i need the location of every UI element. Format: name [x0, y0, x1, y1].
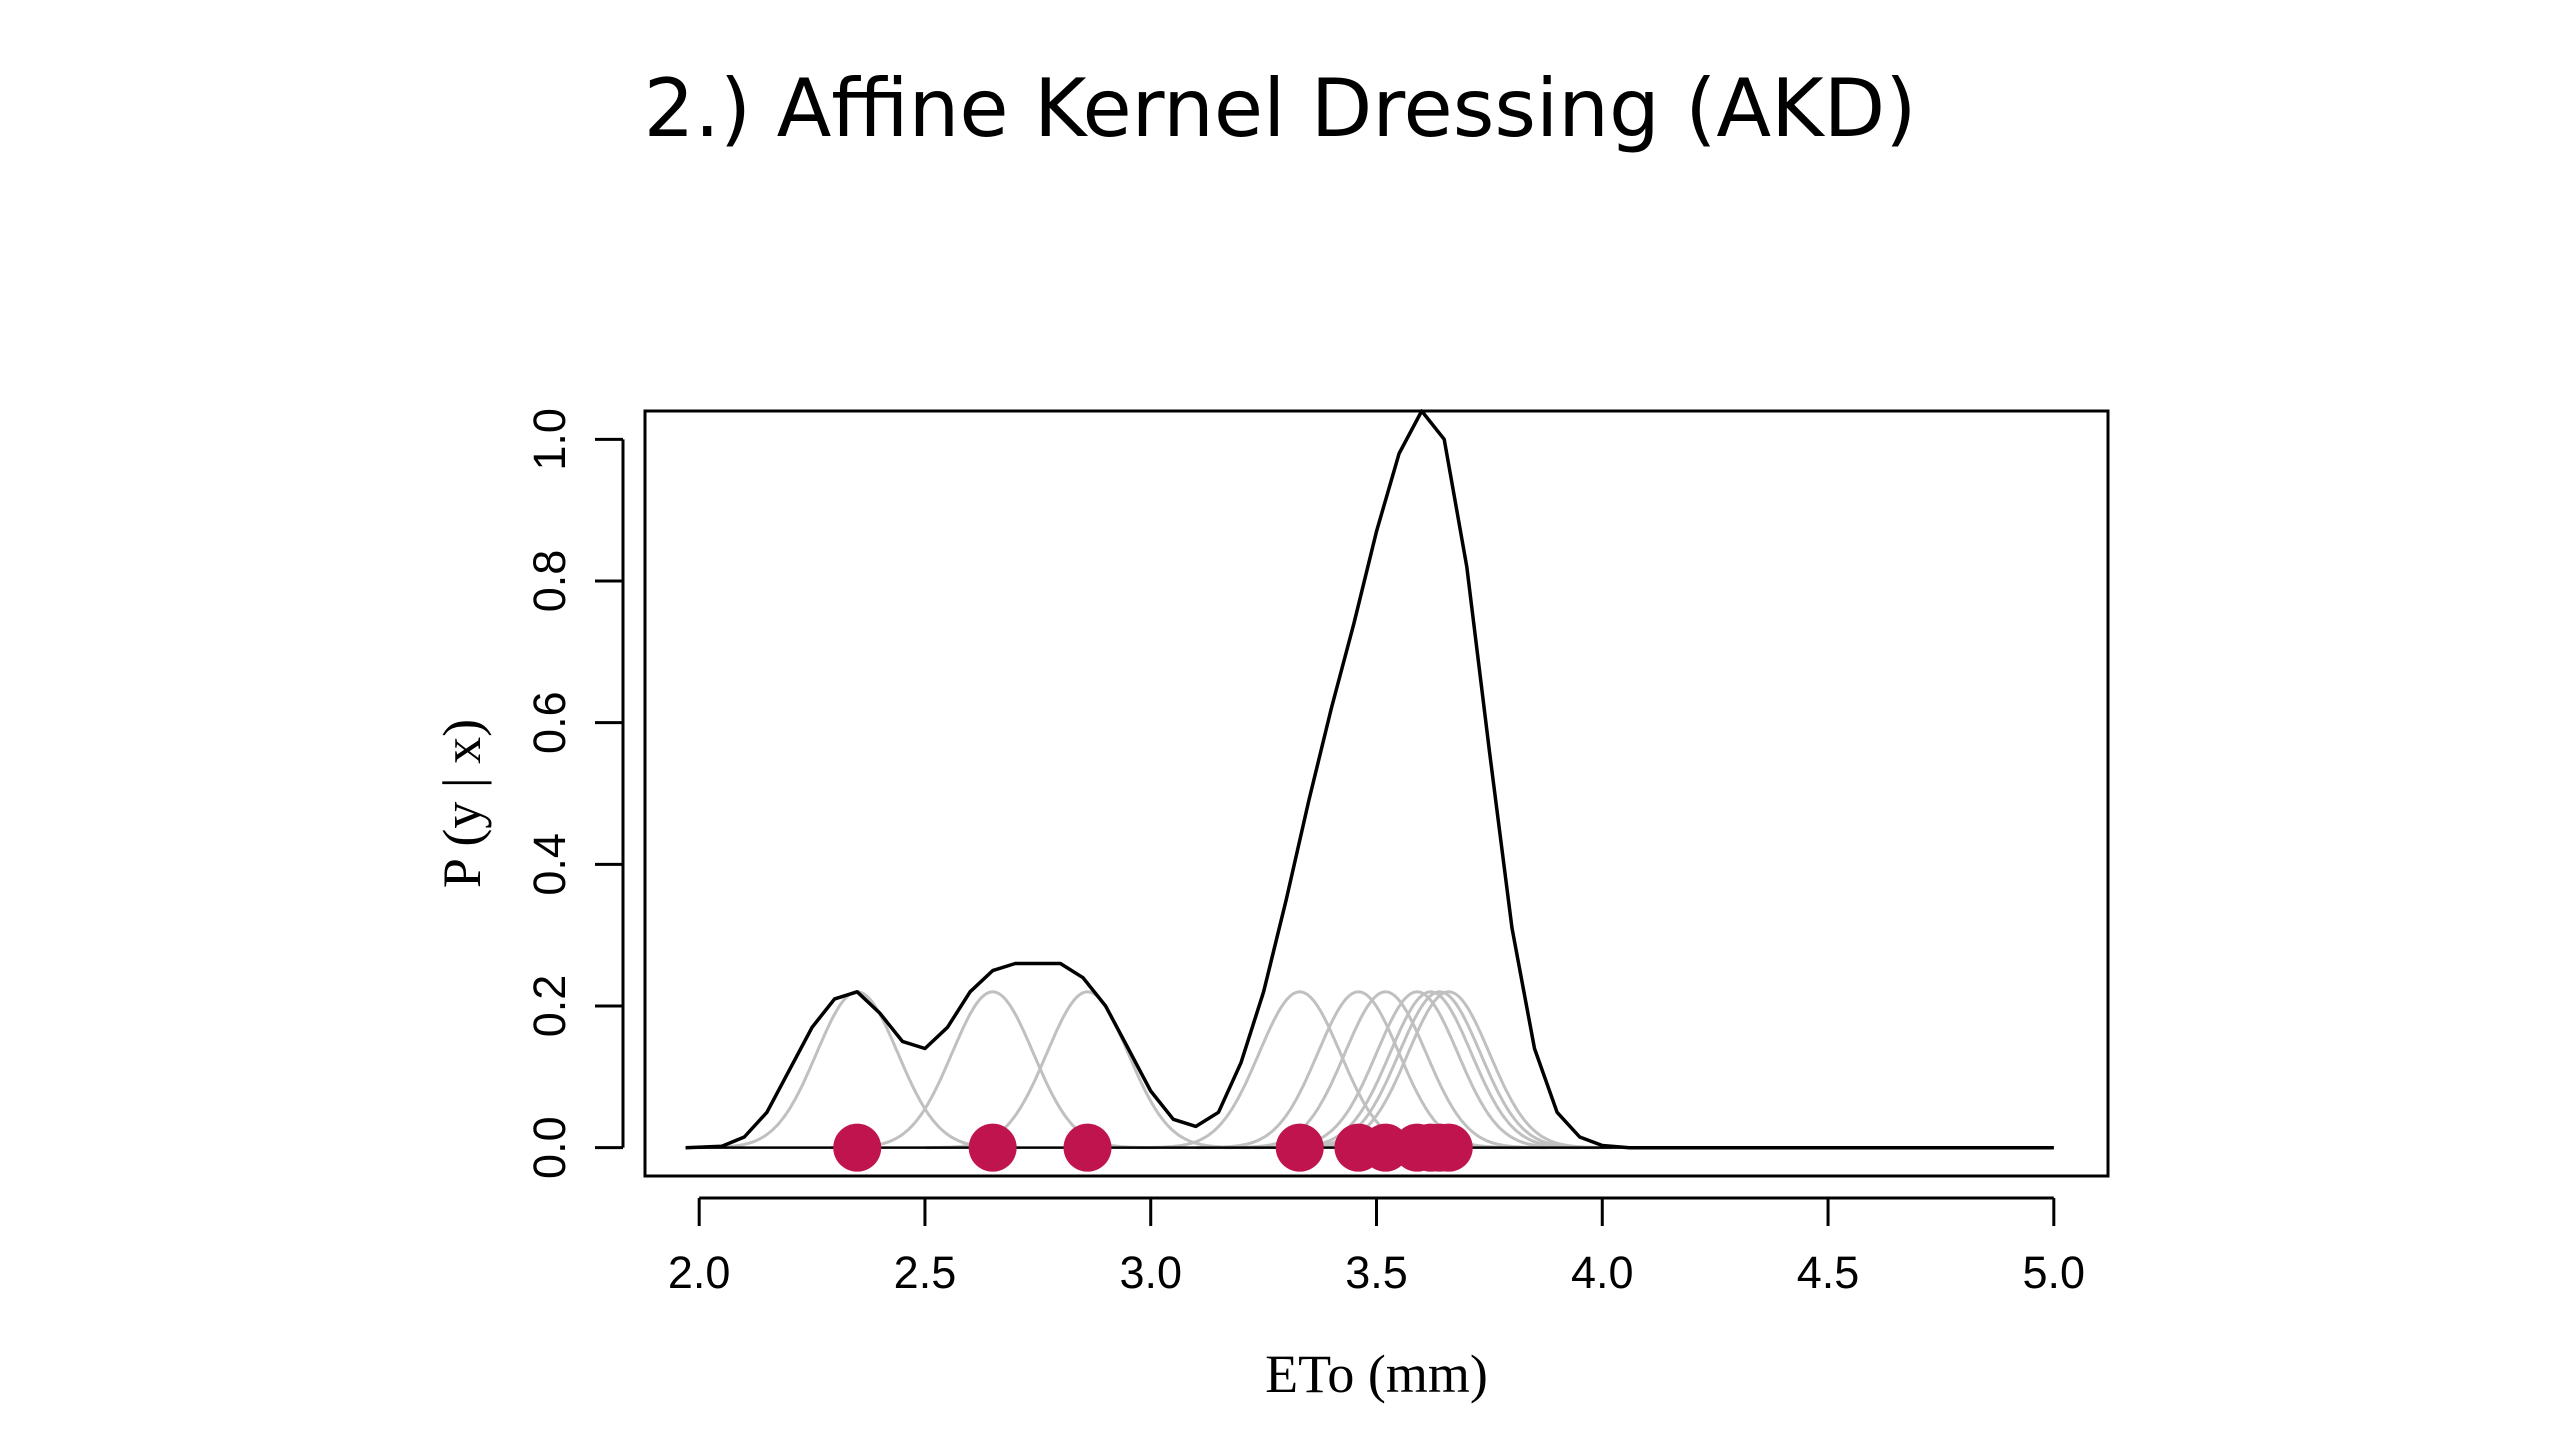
y-tick-label: 0.6 — [524, 691, 575, 754]
plot-frame — [643, 409, 2110, 1178]
x-tick-label: 2.5 — [894, 1247, 957, 1298]
y-tick-label: 0.8 — [524, 550, 575, 613]
x-tick-label: 4.0 — [1571, 1247, 1634, 1298]
y-tick-label: 0.4 — [524, 833, 575, 896]
x-axis-title: ETo (mm) — [1265, 1344, 1488, 1404]
kernel-curve-9 — [1277, 990, 1603, 1150]
ensemble-point — [1275, 1123, 1324, 1172]
y-tick-label: 1.0 — [524, 408, 575, 471]
y-tick-label: 0.0 — [524, 1116, 575, 1179]
y-axis-title: P (y | x) — [432, 719, 492, 888]
x-tick-label: 3.5 — [1345, 1247, 1408, 1298]
y-tick-label: 0.2 — [524, 975, 575, 1038]
ensemble-point — [1424, 1123, 1473, 1172]
ensemble-points — [833, 1123, 1473, 1172]
density-line — [685, 409, 2054, 1150]
x-tick-label: 5.0 — [2023, 1247, 2086, 1298]
slide-title: 2.) Affine Kernel Dressing (AKD) — [643, 62, 1917, 155]
x-axis: 2.0 2.5 3.0 3.5 4.0 4.5 5.0 — [668, 1196, 2086, 1298]
x-tick-label: 4.5 — [1797, 1247, 1860, 1298]
ensemble-point — [968, 1123, 1017, 1172]
kernel-curves — [694, 990, 1612, 1150]
ensemble-point — [1063, 1123, 1112, 1172]
x-tick-label: 3.0 — [1119, 1247, 1182, 1298]
x-tick-label: 2.0 — [668, 1247, 731, 1298]
ensemble-point — [833, 1123, 882, 1172]
y-axis: 0.0 0.2 0.4 0.6 0.8 1.0 — [524, 408, 625, 1179]
